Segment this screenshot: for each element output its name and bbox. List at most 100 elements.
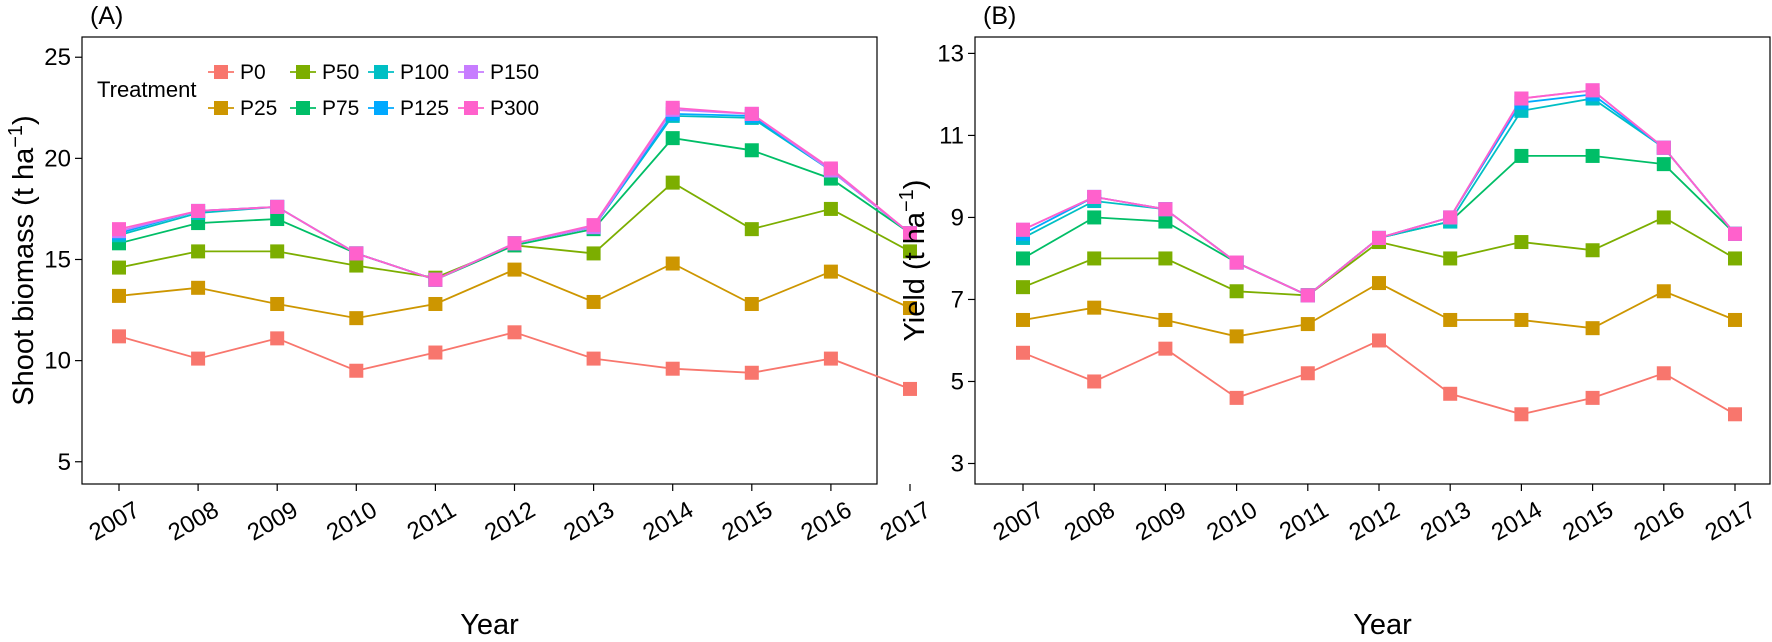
data-point-p25 xyxy=(191,280,206,295)
series-line-p25 xyxy=(1022,282,1736,338)
data-point-p300 xyxy=(1514,91,1529,106)
x-tick-label: 2009 xyxy=(1131,496,1191,546)
x-tick-label: 2009 xyxy=(243,496,303,546)
data-point-p0 xyxy=(1300,366,1315,381)
data-point-p25 xyxy=(1087,300,1102,315)
data-point-p0 xyxy=(665,361,680,376)
x-tick-label: 2008 xyxy=(1060,496,1120,546)
y-axis-title-superscript: −1 xyxy=(896,189,918,212)
legend-key-marker xyxy=(464,101,478,115)
data-point-p25 xyxy=(428,296,443,311)
data-point-p300 xyxy=(112,222,126,237)
y-axis-title-superscript: −1 xyxy=(5,125,27,148)
data-point-p300 xyxy=(1229,255,1244,270)
data-point-p300 xyxy=(823,161,838,176)
legend-entry-p75: P75 xyxy=(322,97,359,120)
legend-title: Treatment xyxy=(97,77,196,102)
data-point-p300 xyxy=(1656,140,1671,155)
data-point-p25 xyxy=(665,256,680,271)
y-axis-title-close: ) xyxy=(8,115,40,125)
x-tick-label: 2010 xyxy=(322,496,382,546)
data-point-p50 xyxy=(1087,251,1102,266)
y-tick-label: 11 xyxy=(939,122,964,149)
data-point-p50 xyxy=(823,201,838,216)
data-point-p300 xyxy=(349,246,364,261)
legend-entry-p100: P100 xyxy=(400,61,449,84)
data-point-p0 xyxy=(1728,407,1742,422)
data-point-p25 xyxy=(1585,321,1600,336)
data-point-p25 xyxy=(744,296,759,311)
y-tick-label: 20 xyxy=(44,145,71,172)
data-point-p0 xyxy=(270,331,285,346)
data-point-p50 xyxy=(1229,284,1244,299)
data-point-p50 xyxy=(903,244,917,259)
legend-key-marker xyxy=(214,101,228,115)
data-point-p0 xyxy=(1585,390,1600,405)
data-point-p25 xyxy=(1158,312,1173,327)
data-point-p25 xyxy=(112,288,126,303)
data-point-p0 xyxy=(507,325,522,340)
data-point-p0 xyxy=(1158,341,1173,356)
data-point-p0 xyxy=(586,351,601,366)
y-tick-label: 7 xyxy=(951,286,964,313)
x-tick-label: 2012 xyxy=(1345,496,1405,546)
data-point-p300 xyxy=(1300,288,1315,303)
data-point-p75 xyxy=(1585,148,1600,163)
legend-entry-p150: P150 xyxy=(490,61,539,84)
data-point-p25 xyxy=(270,296,285,311)
series-line-p0 xyxy=(1022,339,1736,416)
data-point-p75 xyxy=(744,143,759,158)
data-point-p25 xyxy=(1016,312,1030,327)
y-tick-label: 3 xyxy=(951,450,964,477)
legend-key-marker xyxy=(464,65,478,79)
legend-entry-p300: P300 xyxy=(490,97,539,120)
x-tick-label: 2012 xyxy=(480,496,540,546)
y-axis-title-close: ) xyxy=(899,180,931,190)
plot-frame xyxy=(974,36,1771,485)
data-point-p0 xyxy=(191,351,206,366)
data-point-p75 xyxy=(1016,251,1030,266)
legend-key-marker xyxy=(296,101,310,115)
data-point-p300 xyxy=(744,106,759,121)
data-point-p300 xyxy=(1585,83,1600,98)
data-point-p25 xyxy=(349,311,364,326)
data-point-p75 xyxy=(270,212,285,227)
data-point-p25 xyxy=(1514,312,1529,327)
legend-entry-p125: P125 xyxy=(400,97,449,120)
data-point-p75 xyxy=(665,131,680,146)
data-point-p0 xyxy=(903,381,917,396)
data-point-p25 xyxy=(1229,329,1244,344)
data-point-p0 xyxy=(1016,345,1030,360)
x-tick-label: 2015 xyxy=(717,496,777,546)
y-axis-title-main: Yield (t ha xyxy=(899,211,931,341)
data-point-p50 xyxy=(1158,251,1173,266)
plot-frame xyxy=(81,36,878,485)
data-point-p300 xyxy=(586,218,601,233)
data-point-p25 xyxy=(1728,312,1742,327)
x-tick-label: 2007 xyxy=(989,496,1049,546)
data-point-p0 xyxy=(823,351,838,366)
series-line-p100 xyxy=(1022,97,1736,297)
x-tick-label: 2008 xyxy=(164,496,224,546)
y-tick-label: 9 xyxy=(951,204,964,231)
data-point-p300 xyxy=(428,272,443,287)
y-tick-label: 5 xyxy=(58,449,71,476)
data-point-p0 xyxy=(1087,374,1102,389)
data-point-p300 xyxy=(1372,230,1386,245)
data-point-p50 xyxy=(665,175,680,190)
x-tick-label: 2011 xyxy=(1275,496,1333,545)
y-tick-label: 15 xyxy=(44,246,71,273)
legend-entry-p50: P50 xyxy=(322,61,359,84)
y-axis-title-main: Shoot biomass (t ha xyxy=(8,147,40,406)
series-line-p300 xyxy=(118,106,911,281)
data-point-p50 xyxy=(1443,251,1458,266)
x-tick-label: 2017 xyxy=(876,496,936,546)
x-axis-title: Year xyxy=(460,609,519,641)
x-tick-label: 2014 xyxy=(1487,496,1547,546)
panel-label: (A) xyxy=(90,2,123,30)
y-tick-label: 10 xyxy=(44,348,71,375)
data-point-p25 xyxy=(1300,317,1315,332)
x-tick-label: 2013 xyxy=(559,496,619,546)
data-point-p25 xyxy=(823,264,838,279)
